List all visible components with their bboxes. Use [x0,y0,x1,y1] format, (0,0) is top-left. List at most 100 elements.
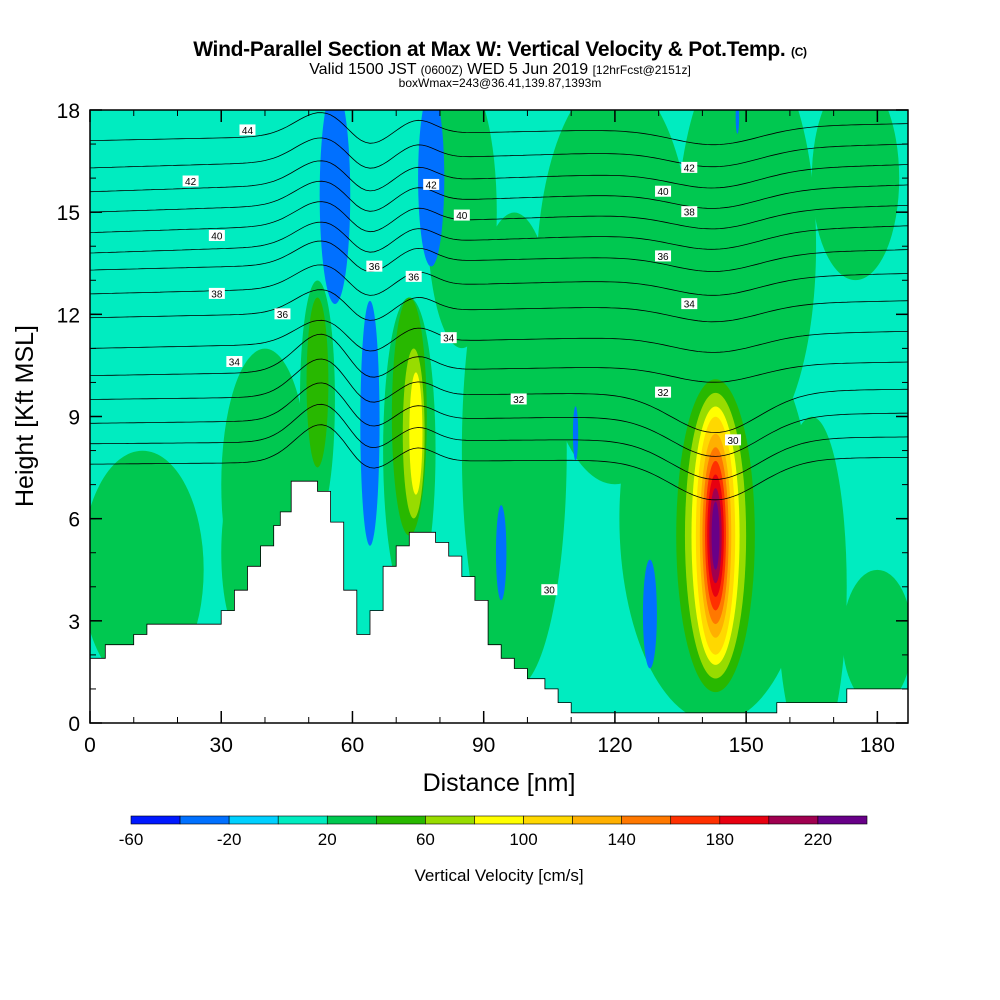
updraft-region [306,297,329,468]
contour-label-text: 42 [684,163,696,174]
theta-contour-33 [90,358,908,433]
contour-label-text: 34 [684,300,696,311]
contour-label-bg [655,386,672,398]
contour-label: 40 [655,185,672,198]
theta-contours [90,112,908,501]
x-tick-label: 90 [472,734,495,757]
forecast-info: [12hrFcst@2151z] [592,63,691,77]
colorbar-swatch [670,815,721,825]
theta-contour-34 [90,333,908,383]
colorbar-swatch [376,815,426,825]
colorbar-swatch [768,815,819,825]
contour-label: 38 [208,287,225,300]
valid-utc: (0600Z) [420,63,463,77]
downdraft-region [360,300,380,546]
updraft-region [816,501,834,706]
colorbar-tick-label: 20 [318,830,337,849]
contour-label-bg [182,175,199,187]
contour-label-text: 34 [443,334,455,345]
valid-time: Valid 1500 JST (0600Z) WED 5 Jun 2019 [1… [0,61,1000,79]
downdraft-region [572,406,579,461]
contour-label-text: 42 [426,180,438,191]
contour-label-text: 40 [211,232,223,243]
contour-label-text: 32 [513,395,525,406]
contour-label: 30 [541,584,558,597]
valid-prefix: Valid 1500 JST [309,61,417,78]
contour-label-text: 42 [185,177,197,188]
theta-contour-40 [90,201,908,233]
y-axis-label: Height [Kft MSL] [11,325,39,507]
theta-contour-41 [90,180,908,213]
contour-label-bg [681,206,698,218]
title-text: Wind-Parallel Section at Max W: Vertical… [193,38,786,61]
contour-label-bg [405,270,422,282]
contour-label-bg [423,178,440,190]
contour-label: 34 [226,356,243,369]
contour-label-bg [655,185,672,197]
contour-label: 40 [208,230,225,243]
weak-updraft-region [811,110,900,281]
colorbar-swatch [572,815,622,825]
weak-updraft-region [842,569,908,706]
theta-contour-42 [90,160,908,193]
downdraft-region [495,505,507,601]
theta-contour-36 [90,289,908,323]
colorbar-swatch [130,815,181,825]
contour-label: 32 [510,393,527,406]
contour-label-bg [208,287,225,299]
contour-label: 30 [725,434,742,447]
contour-label-bg [274,308,291,320]
contour-label-bg [208,230,225,242]
downdraft-region [735,110,740,134]
contour-label-bg [226,356,243,368]
updraft-region [409,372,423,495]
theta-contour-44 [90,112,908,146]
contour-label-bg [510,393,527,405]
contour-label: 44 [239,124,256,137]
colorbar-swatch [425,815,475,825]
colorbar-swatch [719,815,770,825]
contour-label-text: 34 [229,358,241,369]
colorbar-swatch [523,815,573,825]
weak-updraft-region [426,110,497,349]
colorbar-swatch [817,815,868,825]
x-tick-label: 180 [860,734,895,757]
contour-label-bg [655,250,672,262]
contour-label-text: 36 [369,262,381,273]
contour-label: 36 [366,260,383,273]
colorbar-swatch [474,815,524,825]
colorbar-tick-label: 180 [706,830,734,849]
contour-label: 42 [182,175,199,188]
theta-contour-35 [90,319,908,353]
contour-label-bg [681,161,698,173]
contour-label-text: 30 [727,436,739,447]
contour-label: 40 [453,209,470,222]
colorbar: -60 -20 20 60 100 140 180 220 [119,815,868,849]
valid-date: WED 5 Jun 2019 [467,61,589,78]
contour-label-bg [681,298,698,310]
copyright: (C) [791,45,807,59]
colorbar-tick-label: -20 [217,830,242,849]
theta-contour-43 [90,137,908,169]
contour-label: 36 [655,250,672,263]
box-info: boxWmax=243@36.41,139.87,1393m [398,76,602,90]
y-tick-label: 15 [57,202,80,225]
contour-label: 38 [681,206,698,219]
updraft-core [711,501,720,570]
contour-label-bg [453,209,470,221]
colorbar-tick-label: -60 [119,830,144,849]
contour-label: 34 [681,298,698,311]
contour-label: 42 [681,161,698,174]
contour-label-bg [440,332,457,344]
colorbar-tick-label: 60 [416,830,435,849]
contour-label-text: 36 [277,310,289,321]
colorbar-tick-label: 220 [804,830,832,849]
x-axis-label: Distance [nm] [423,769,576,797]
contour-label-bg [541,584,558,596]
colorbar-swatch [621,815,672,825]
contour-label-text: 36 [657,252,669,263]
contour-labels: 44 42 40 38 36 34 36 36 42 40 34 32 30 42 40 38 36 34 32 30 [182,124,742,597]
x-tick-label: 120 [597,734,632,757]
